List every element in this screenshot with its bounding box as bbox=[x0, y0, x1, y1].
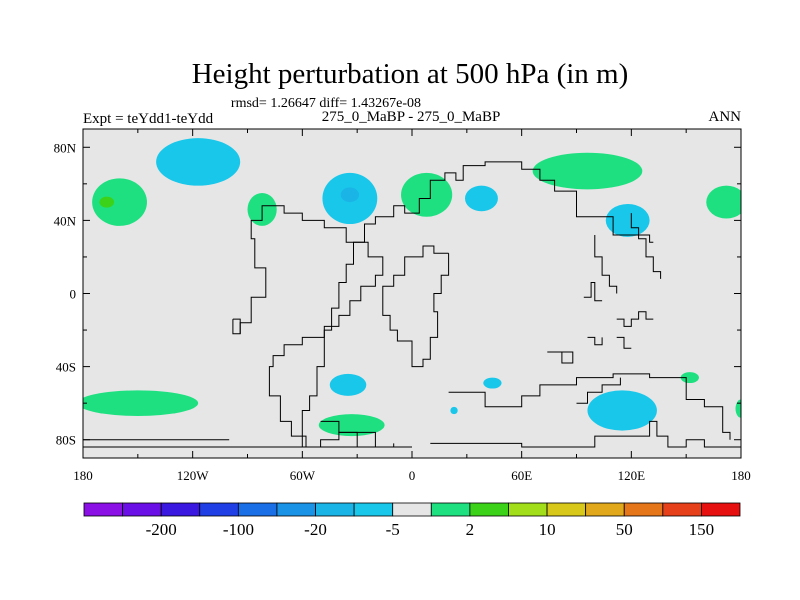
coastline-8 bbox=[430, 420, 741, 448]
x-tick-label: 60E bbox=[511, 468, 532, 483]
coastline-14 bbox=[616, 311, 654, 327]
colorbar-label: 50 bbox=[616, 520, 633, 539]
coastlines bbox=[83, 161, 741, 448]
contour-region-18 bbox=[735, 399, 741, 418]
colorbar-box bbox=[585, 502, 625, 517]
contour-region-8 bbox=[532, 152, 643, 190]
coastline-7 bbox=[357, 431, 395, 448]
colorbar: -200 -100 -20 -5 2 10 50 150 bbox=[83, 502, 741, 539]
contour-region-7 bbox=[465, 185, 498, 212]
colorbar-box bbox=[83, 502, 123, 517]
y-tick-label: 80N bbox=[54, 140, 77, 155]
colorbar-box bbox=[546, 502, 587, 517]
colorbar-box bbox=[353, 502, 394, 517]
y-tick-label: 80S bbox=[56, 433, 76, 448]
contour-region-10 bbox=[706, 185, 741, 219]
coastline-5 bbox=[320, 420, 358, 433]
colorbar-label: -5 bbox=[386, 520, 400, 539]
contour-region-5 bbox=[340, 187, 359, 203]
contour-region-14 bbox=[483, 377, 502, 389]
colorbar-box bbox=[237, 502, 278, 517]
experiment-label: Expt = teYdd1-teYdd bbox=[83, 111, 214, 127]
contour-region-6 bbox=[401, 172, 453, 217]
x-tick-label: 180 bbox=[73, 468, 93, 483]
contour-region-2 bbox=[156, 138, 241, 186]
y-tick-label: 40S bbox=[56, 360, 76, 375]
x-tick-label: 120E bbox=[618, 468, 646, 483]
colorbar-box bbox=[701, 502, 741, 517]
coastline-9 bbox=[448, 373, 731, 440]
coastline-0 bbox=[320, 431, 358, 447]
contour-region-11 bbox=[83, 390, 199, 416]
contour-region-17 bbox=[680, 372, 699, 384]
colorbar-box bbox=[199, 502, 239, 517]
coastline-15 bbox=[587, 336, 603, 346]
x-tick-label: 120W bbox=[177, 468, 210, 483]
colorbar-box bbox=[430, 502, 471, 517]
colorbar-label: 10 bbox=[539, 520, 556, 539]
colorbar-box bbox=[392, 502, 432, 517]
coastline-4 bbox=[239, 205, 384, 447]
contour-region-0 bbox=[92, 178, 147, 226]
colorbar-box bbox=[315, 502, 355, 517]
coastline-2 bbox=[594, 235, 618, 294]
y-tick-label: 0 bbox=[70, 287, 77, 302]
coastline-1 bbox=[301, 161, 654, 447]
contour-fills bbox=[83, 138, 741, 437]
contour-region-16 bbox=[587, 390, 657, 431]
center-label: 275_0_MaBP - 275_0_MaBP bbox=[322, 109, 501, 125]
contour-region-1 bbox=[99, 196, 115, 208]
colorbar-box bbox=[469, 502, 509, 517]
coastline-11 bbox=[576, 377, 621, 404]
x-tick-label: 180 bbox=[731, 468, 751, 483]
colorbar-label: -100 bbox=[223, 520, 254, 539]
colorbar-label: 150 bbox=[689, 520, 715, 539]
colorbar-label: -200 bbox=[146, 520, 177, 539]
colorbar-box bbox=[623, 502, 664, 517]
x-tick-label: 0 bbox=[409, 468, 416, 483]
coastline-16 bbox=[616, 336, 632, 349]
y-tick-label: 40N bbox=[54, 213, 77, 228]
contour-region-12 bbox=[329, 373, 367, 396]
contour-region-13 bbox=[318, 414, 385, 437]
contour-region-9 bbox=[605, 203, 650, 237]
coastline-17 bbox=[630, 213, 662, 279]
colorbar-box bbox=[662, 502, 702, 517]
contour-region-15 bbox=[450, 406, 458, 415]
season-label: ANN bbox=[709, 109, 742, 125]
stats-label: rmsd= 1.26647 diff= 1.43267e-08 bbox=[231, 96, 421, 111]
y-axis: 80N 40N 0 40S 80S bbox=[54, 140, 741, 448]
colorbar-label: 2 bbox=[466, 520, 475, 539]
coastline-12 bbox=[547, 351, 574, 364]
x-axis: 180 120W 60W 0 60E 120E 180 bbox=[73, 129, 751, 483]
coastline-3 bbox=[382, 245, 450, 368]
x-tick-label: 60W bbox=[290, 468, 316, 483]
coastline-18 bbox=[232, 318, 241, 335]
colorbar-box bbox=[276, 502, 316, 517]
chart-title: Height perturbation at 500 hPa (in m) bbox=[192, 58, 629, 90]
colorbar-box bbox=[508, 502, 548, 517]
coastline-13 bbox=[583, 282, 603, 302]
colorbar-box bbox=[160, 502, 201, 517]
colorbar-label: -20 bbox=[304, 520, 327, 539]
colorbar-box bbox=[122, 502, 162, 517]
